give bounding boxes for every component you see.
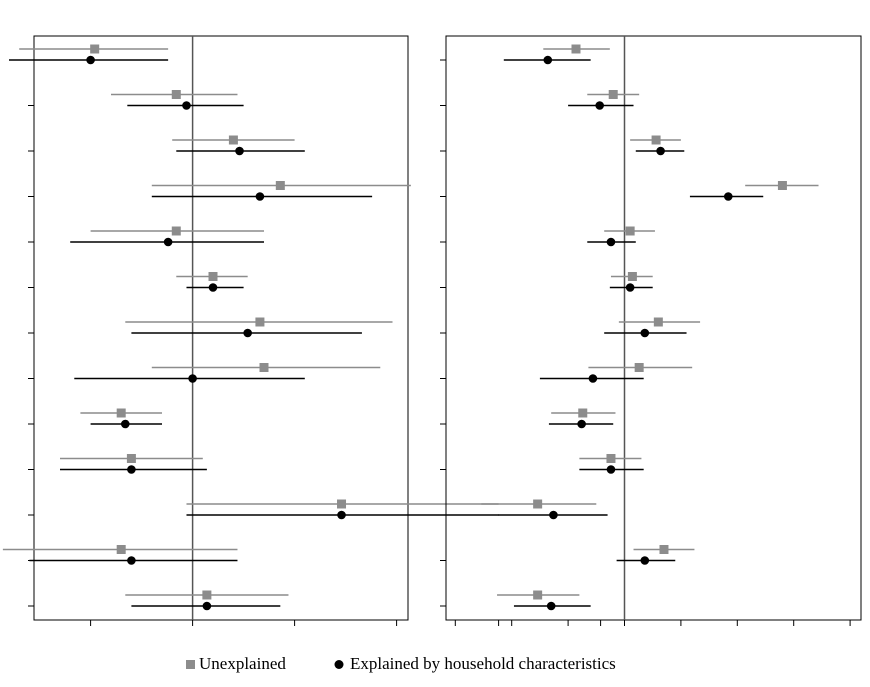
- point-explained: [640, 328, 650, 338]
- point-explained: [202, 601, 212, 611]
- point-explained: [549, 510, 558, 520]
- point-explained: [182, 101, 191, 110]
- point-unexplained: [606, 454, 616, 463]
- point-explained: [255, 192, 265, 201]
- legend-marker-explained: [334, 660, 344, 669]
- point-unexplained: [202, 590, 212, 600]
- point-unexplained: [116, 545, 126, 554]
- point-unexplained: [651, 135, 661, 145]
- point-explained: [243, 328, 252, 338]
- point-explained: [595, 101, 604, 110]
- point-explained: [163, 237, 173, 247]
- point-explained: [127, 556, 136, 565]
- point-unexplained: [208, 272, 218, 281]
- point-unexplained: [259, 363, 269, 372]
- legend-label-explained: Explained by household characteristics: [350, 654, 616, 673]
- plot-frame: [445, 35, 862, 621]
- point-explained: [86, 55, 95, 65]
- point-explained: [235, 146, 244, 156]
- point-explained: [588, 374, 598, 383]
- legend-marker-unexplained: [186, 660, 195, 669]
- legend-label-unexplained: Unexplained: [199, 654, 286, 673]
- point-explained: [337, 510, 346, 520]
- point-unexplained: [777, 181, 787, 190]
- point-explained: [577, 419, 586, 429]
- point-unexplained: [659, 545, 669, 554]
- point-unexplained: [228, 135, 238, 145]
- point-explained: [543, 55, 553, 65]
- point-unexplained: [533, 590, 543, 600]
- panel-eu-migrants: [2, 35, 602, 626]
- point-unexplained: [126, 454, 136, 463]
- point-unexplained: [653, 317, 663, 327]
- point-explained: [546, 601, 556, 611]
- point-explained: [656, 146, 665, 156]
- point-explained: [606, 465, 616, 474]
- point-unexplained: [90, 44, 100, 54]
- point-unexplained: [634, 363, 644, 372]
- point-explained: [606, 237, 616, 247]
- point-explained: [127, 465, 136, 474]
- point-explained: [625, 283, 635, 292]
- plot-frame: [33, 35, 409, 621]
- point-unexplained: [627, 272, 637, 281]
- panel-extra-eu-migrants: [440, 35, 862, 626]
- point-unexplained: [171, 90, 181, 99]
- point-unexplained: [578, 408, 588, 418]
- point-explained: [208, 283, 218, 292]
- point-explained: [640, 556, 650, 565]
- point-unexplained: [337, 499, 347, 509]
- point-unexplained: [116, 408, 126, 418]
- point-unexplained: [608, 90, 618, 99]
- point-explained: [120, 419, 130, 429]
- point-unexplained: [533, 499, 543, 509]
- point-explained: [723, 192, 733, 201]
- point-unexplained: [255, 317, 265, 327]
- point-unexplained: [571, 44, 581, 54]
- point-unexplained: [275, 181, 285, 190]
- point-unexplained: [171, 226, 181, 236]
- point-unexplained: [625, 226, 635, 236]
- point-explained: [188, 374, 197, 383]
- legend: Unexplained Explained by household chara…: [186, 654, 616, 673]
